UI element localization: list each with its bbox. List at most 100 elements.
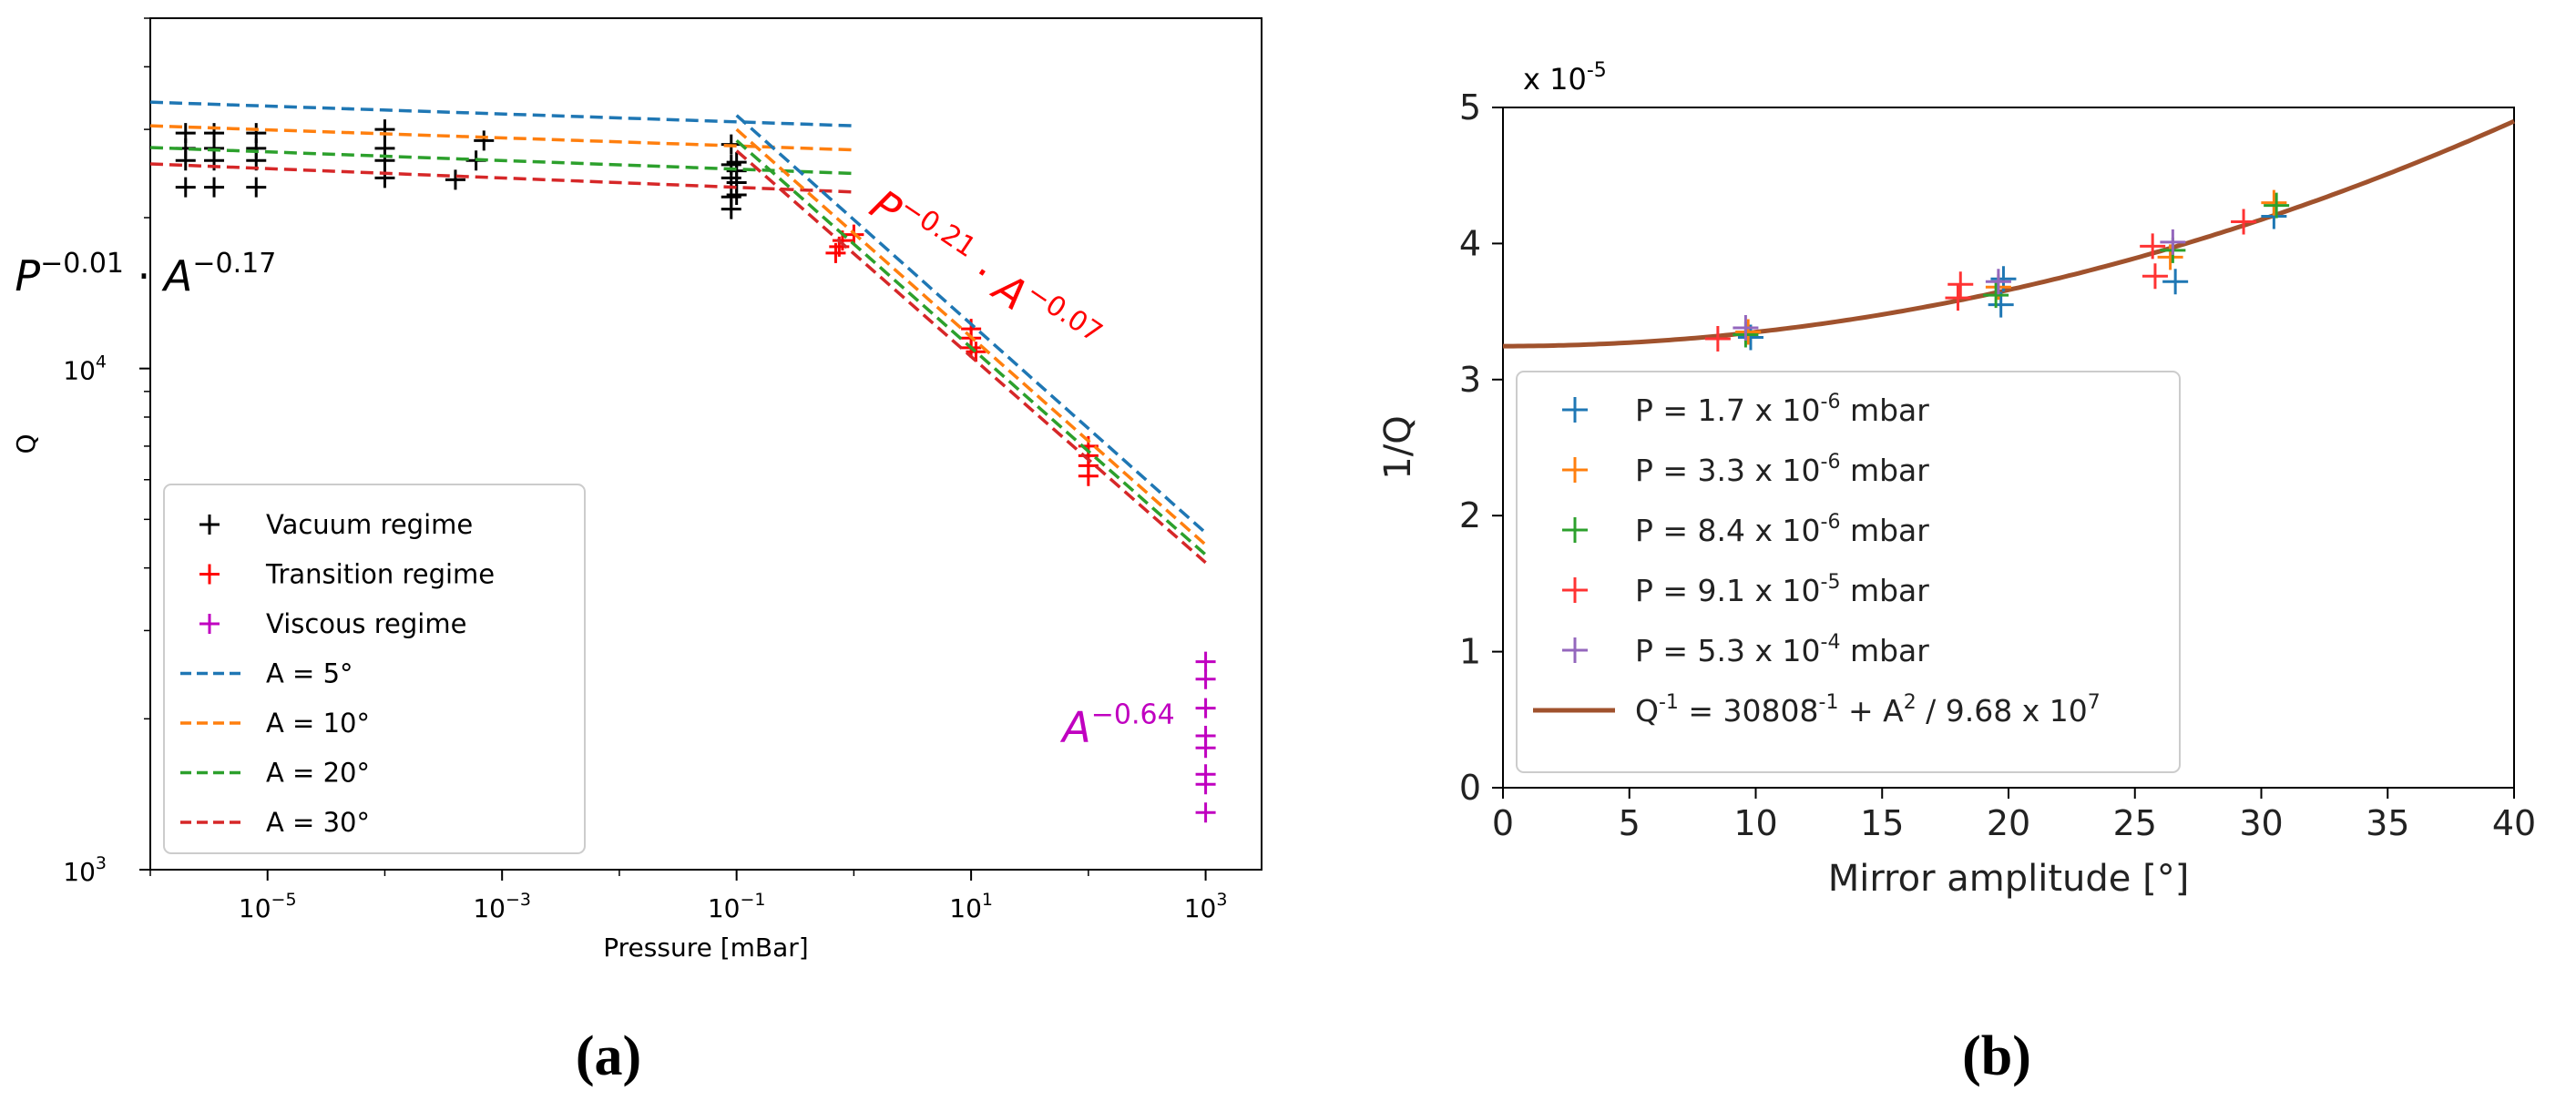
x-tick-label-a: 10−5 bbox=[239, 890, 297, 923]
fit-line bbox=[149, 124, 854, 152]
fit-line bbox=[149, 146, 854, 176]
legend-entry-a: Vacuum regime bbox=[199, 509, 473, 540]
legend-entry-b: P = 9.1 x 10-5 mbar bbox=[1562, 571, 1929, 608]
data-point bbox=[1195, 698, 1216, 719]
data-point bbox=[1195, 668, 1216, 689]
y-tick-label-b: 4 bbox=[1459, 223, 1481, 263]
legend-label: P = 9.1 x 10-5 mbar bbox=[1635, 571, 1929, 608]
legend-label: A = 10° bbox=[266, 708, 370, 739]
x-axis-label-a: Pressure [mBar] bbox=[603, 933, 808, 963]
legend-entry-a: A = 10° bbox=[180, 708, 370, 739]
legend-label: A = 5° bbox=[266, 658, 353, 689]
series-pressure bbox=[1735, 189, 2287, 345]
data-point bbox=[1704, 325, 1731, 352]
legend-frame-b bbox=[1516, 371, 2181, 773]
legend-label: P = 5.3 x 10-4 mbar bbox=[1635, 631, 1929, 668]
y-tick-label-b: 3 bbox=[1459, 360, 1481, 400]
data-point bbox=[175, 150, 196, 171]
x-tick-label-b: 0 bbox=[1492, 803, 1514, 843]
legend-marker bbox=[199, 564, 220, 585]
data-point bbox=[1985, 269, 2011, 295]
legend-b: P = 1.7 x 10-6 mbar P = 3.3 x 10-6 mbar P … bbox=[1516, 371, 2181, 773]
data-point bbox=[246, 177, 267, 198]
series-a-30- bbox=[149, 162, 854, 194]
data-point bbox=[1945, 285, 1971, 311]
legend-label: Transition regime bbox=[265, 559, 495, 590]
data-point bbox=[2264, 192, 2290, 219]
legend-entry-a: A = 20° bbox=[180, 758, 370, 789]
x-tick-label-a: 10−3 bbox=[473, 890, 531, 923]
data-point bbox=[204, 177, 225, 198]
legend-label: A = 20° bbox=[266, 758, 370, 789]
annotation-viscous: A−0.64 bbox=[1059, 699, 1174, 752]
series-a-20- bbox=[149, 146, 854, 176]
data-point bbox=[445, 169, 465, 190]
series-pressure bbox=[1704, 209, 2257, 352]
fit-line bbox=[735, 114, 1207, 535]
legend-entry-a: A = 5° bbox=[180, 658, 353, 689]
legend-marker bbox=[199, 515, 220, 535]
fit-line bbox=[149, 162, 854, 194]
legend-label: P = 1.7 x 10-6 mbar bbox=[1635, 391, 1929, 428]
series-a-5- bbox=[149, 100, 854, 127]
data-point bbox=[374, 119, 395, 140]
annotation-vacuum: P−0.01 · A−0.17 bbox=[15, 248, 276, 301]
legend-entry-a: A = 30° bbox=[180, 807, 370, 838]
data-point bbox=[2157, 244, 2183, 270]
legend-entry-b: P = 8.4 x 10-6 mbar bbox=[1562, 511, 1929, 548]
data-point bbox=[1195, 738, 1216, 759]
y-tick-label-b: 2 bbox=[1459, 495, 1481, 535]
legend-label: Viscous regime bbox=[266, 608, 466, 639]
legend-entry-a: Transition regime bbox=[199, 559, 495, 590]
data-point bbox=[2160, 229, 2186, 255]
legend-marker bbox=[1562, 517, 1588, 543]
data-point bbox=[1195, 802, 1216, 823]
x-tick-label-a: 101 bbox=[949, 890, 993, 923]
data-point bbox=[1078, 465, 1099, 486]
series-a-5-transition- bbox=[735, 114, 1207, 535]
legend-frame-a bbox=[163, 484, 586, 854]
y-axis-label-b: 1/Q bbox=[1377, 415, 1419, 479]
y-tick-label-b: 0 bbox=[1459, 768, 1481, 808]
panel-a: 10−5 10−3 10−1 101 103 103 104 Pressure [mBar] Q… bbox=[11, 17, 1262, 963]
legend-label: P = 3.3 x 10-6 mbar bbox=[1635, 451, 1929, 488]
data-point bbox=[1947, 271, 1974, 298]
data-point bbox=[1983, 282, 2009, 309]
data-point bbox=[474, 130, 495, 151]
y-tick-label-b: 5 bbox=[1459, 87, 1481, 127]
data-point bbox=[374, 150, 395, 171]
annotation-transition: P−0.21 · A−0.07 bbox=[862, 177, 1108, 367]
series-pressure bbox=[1737, 203, 2287, 351]
data-point bbox=[1733, 315, 1759, 341]
series-a-10- bbox=[149, 124, 854, 152]
panel-b-label: (b) bbox=[1962, 1025, 2031, 1087]
fit-line bbox=[735, 127, 1207, 546]
x-tick-label-b: 20 bbox=[1987, 803, 2030, 843]
legend-label: P = 8.4 x 10-6 mbar bbox=[1635, 511, 1929, 548]
legend-entry-b: P = 3.3 x 10-6 mbar bbox=[1562, 451, 1929, 488]
legend-marker bbox=[1562, 637, 1588, 663]
legend-label: Q-1 = 30808-1 + A2 / 9.68 x 107 bbox=[1635, 691, 2101, 729]
legend-label: Vacuum regime bbox=[266, 509, 473, 540]
data-point bbox=[726, 185, 747, 206]
fit-line bbox=[149, 100, 854, 127]
fit-line bbox=[735, 149, 1207, 565]
legend-marker bbox=[199, 614, 220, 634]
x-tick-label-b: 40 bbox=[2492, 803, 2536, 843]
series-pressure bbox=[1733, 229, 2186, 341]
plot-frame-a bbox=[149, 17, 1262, 871]
x-tick-label-b: 30 bbox=[2239, 803, 2283, 843]
x-tick-label-b: 10 bbox=[1733, 803, 1777, 843]
x-tick-label-b: 25 bbox=[2113, 803, 2157, 843]
data-point bbox=[2142, 263, 2168, 290]
data-point bbox=[1195, 774, 1216, 795]
series-a-10-transition- bbox=[735, 127, 1207, 546]
x-tick-label-a: 103 bbox=[1184, 890, 1228, 923]
data-point bbox=[1735, 319, 1762, 345]
x-tick-label-b: 35 bbox=[2366, 803, 2409, 843]
data-point bbox=[966, 341, 986, 362]
x-axis-label-b: Mirror amplitude [°] bbox=[1828, 858, 2190, 900]
data-point bbox=[2162, 269, 2189, 295]
y-axis-label-a: Q bbox=[11, 433, 41, 454]
y-tick-label-a: 104 bbox=[63, 352, 107, 386]
